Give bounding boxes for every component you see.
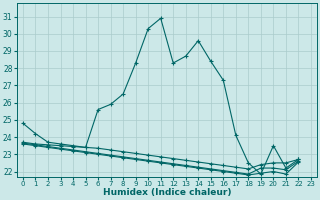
X-axis label: Humidex (Indice chaleur): Humidex (Indice chaleur) [103,188,231,197]
